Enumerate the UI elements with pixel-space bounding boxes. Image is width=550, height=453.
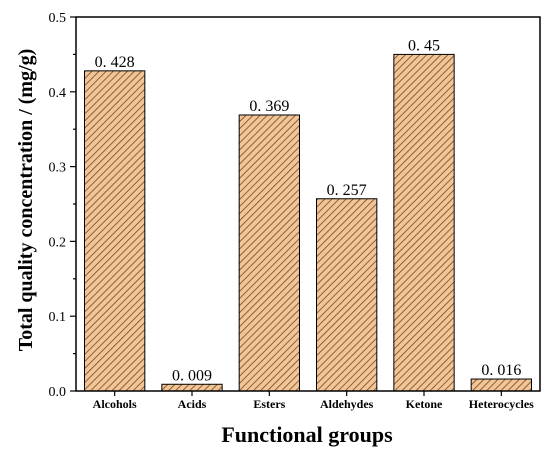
x-tick-label-acids: Acids (178, 397, 207, 411)
x-axis-title: Functional groups (221, 422, 393, 447)
y-tick-label-0.4: 0.4 (49, 86, 67, 101)
y-tick-label-0.5: 0.5 (49, 11, 67, 26)
data-label-esters: 0. 369 (249, 98, 289, 115)
bar-ketone (393, 53, 455, 392)
bar-alcohols (84, 70, 146, 392)
plot-frame (75, 16, 541, 392)
x-tick-label-aldehydes: Aldehydes (320, 397, 374, 411)
bar-heterocycles (470, 378, 532, 392)
y-tick-label-0.2: 0.2 (49, 235, 67, 250)
data-label-aldehydes: 0. 257 (327, 182, 367, 199)
data-label-alcohols: 0. 428 (95, 54, 135, 71)
data-label-heterocycles: 0. 016 (481, 362, 521, 379)
bar-aldehydes (316, 198, 378, 392)
x-tick-label-heterocycles: Heterocycles (469, 397, 534, 411)
y-tick-label-0.0: 0.0 (49, 385, 67, 400)
data-label-ketone: 0. 45 (408, 37, 440, 54)
plot-area: 0. 428 Alcohols 0. 009 Acids 0. 369 Esters 0. … (49, 11, 541, 411)
y-axis-title: Total quality concentration / (mg/g) (15, 49, 37, 352)
bar-acids (161, 383, 223, 392)
bar-esters (238, 114, 300, 392)
y-tick-label-0.1: 0.1 (49, 310, 67, 325)
x-tick-label-alcohols: Alcohols (93, 397, 137, 411)
x-tick-label-ketone: Ketone (406, 397, 443, 411)
data-label-acids: 0. 009 (172, 367, 212, 384)
x-tick-label-esters: Esters (253, 397, 285, 411)
y-tick-label-0.3: 0.3 (49, 161, 67, 176)
